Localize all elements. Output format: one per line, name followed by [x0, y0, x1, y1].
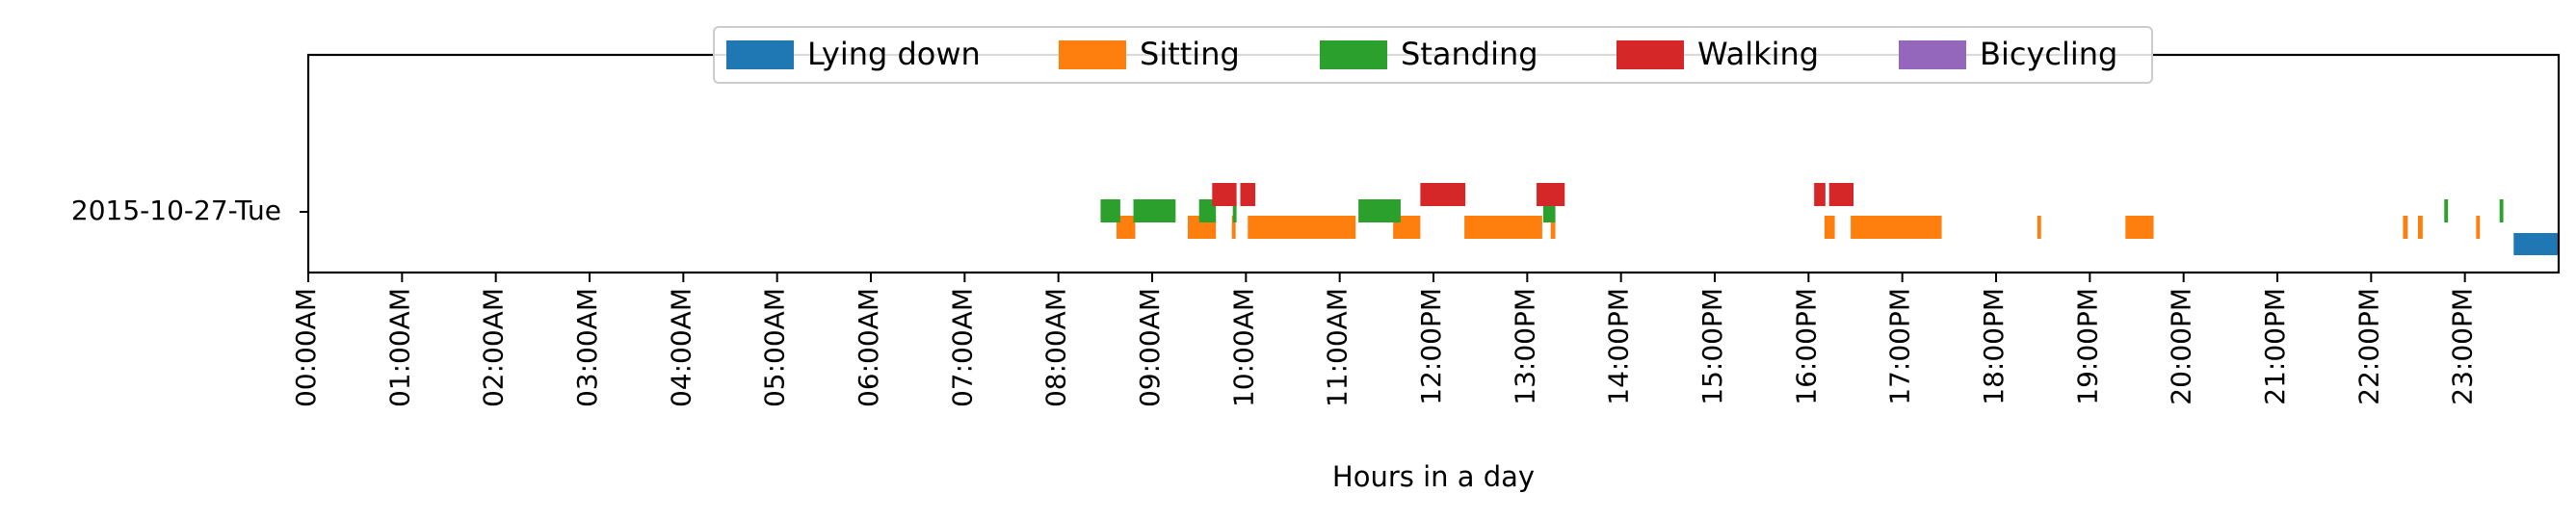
activity-bar-sitting [2037, 216, 2041, 239]
x-tick-label: 04:00AM [665, 288, 697, 407]
activity-bar-walking [1828, 183, 1854, 206]
legend-swatch-standing [1320, 40, 1387, 69]
x-tick-label: 11:00AM [1322, 288, 1354, 407]
legend-label: Walking [1697, 36, 1819, 72]
x-tick-label: 19:00PM [2071, 288, 2103, 405]
activity-bar-sitting [1851, 216, 1942, 239]
x-tick-label: 21:00PM [2259, 288, 2291, 405]
activity-bar-sitting [2403, 216, 2408, 239]
x-tick-label: 17:00PM [1884, 288, 1916, 405]
x-tick-label: 02:00AM [478, 288, 510, 407]
activity-bar-standing [2499, 199, 2504, 222]
activity-bar-sitting [2125, 216, 2154, 239]
activity-bar-walking [1537, 183, 1565, 206]
legend-label: Sitting [1140, 36, 1240, 72]
legend: Lying down Sitting Standing Walking Bicyclin… [713, 26, 2153, 84]
x-tick-label: 22:00PM [2353, 288, 2384, 405]
activity-bar-sitting [1248, 216, 1356, 239]
activity-bar-standing [1133, 199, 1176, 222]
x-tick-label: 09:00AM [1134, 288, 1166, 407]
activity-bar-sitting [1117, 216, 1136, 239]
activity-bar-standing [1198, 199, 1217, 222]
legend-swatch-bicycling [1899, 40, 1966, 69]
x-tick-label: 05:00AM [759, 288, 791, 407]
x-axis: 00:00AM 01:00AM 02:00AM 03:00AM 04:00AM 05:00… [290, 273, 2479, 407]
activity-bar-walking [1212, 183, 1237, 206]
activity-bar-standing [1358, 199, 1401, 222]
x-tick-label: 20:00PM [2166, 288, 2197, 405]
x-tick-label: 23:00PM [2447, 288, 2479, 405]
activity-bar-sitting [1824, 216, 1835, 239]
activity-bar-standing [1232, 199, 1237, 222]
activity-bar-standing [1100, 199, 1120, 222]
x-tick-label: 16:00PM [1790, 288, 1822, 405]
legend-swatch-sitting [1059, 40, 1126, 69]
activity-bar-walking [1814, 183, 1826, 206]
legend-label: Standing [1401, 36, 1538, 72]
x-tick-label: 12:00PM [1415, 288, 1447, 405]
legend-swatch-lying-down [726, 40, 794, 69]
activity-bar-standing [2444, 199, 2449, 222]
x-tick-label: 13:00PM [1509, 288, 1540, 405]
activity-bar-walking [1420, 183, 1466, 206]
activity-bar-lying-down [2513, 233, 2559, 255]
x-tick-label: 15:00PM [1696, 288, 1728, 405]
activity-bar-sitting [2418, 216, 2423, 239]
activity-bar-walking [1240, 183, 1256, 206]
x-tick-label: 07:00AM [946, 288, 978, 407]
activity-bar-sitting [1231, 216, 1236, 239]
x-tick-label: 01:00AM [383, 288, 415, 407]
x-axis-label: Hours in a day [1332, 460, 1535, 493]
legend-label: Bicycling [1980, 36, 2117, 72]
x-tick-label: 18:00PM [1978, 288, 2010, 405]
legend-swatch-walking [1617, 40, 1684, 69]
activity-bars [1100, 183, 2559, 255]
y-axis: 2015-10-27-Tue [71, 195, 308, 226]
activity-bar-sitting [1550, 216, 1556, 239]
x-tick-label: 00:00AM [290, 288, 322, 407]
x-tick-label: 14:00PM [1603, 288, 1635, 405]
activity-bar-sitting [2476, 216, 2481, 239]
legend-label: Lying down [807, 36, 981, 72]
x-tick-label: 10:00AM [1227, 288, 1259, 407]
x-tick-label: 08:00AM [1040, 288, 1072, 407]
x-tick-label: 06:00AM [853, 288, 884, 407]
y-tick-label: 2015-10-27-Tue [71, 195, 281, 226]
activity-bar-sitting [1464, 216, 1542, 239]
x-tick-label: 03:00AM [571, 288, 603, 407]
